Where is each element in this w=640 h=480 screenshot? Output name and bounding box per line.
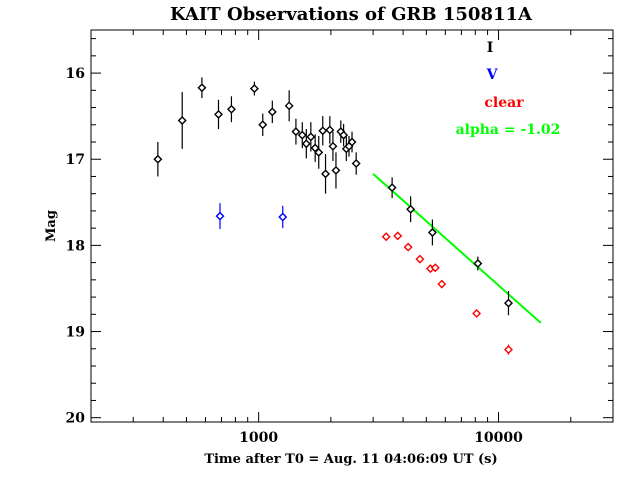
- diamond-marker: [347, 137, 357, 147]
- i-point: [473, 256, 483, 271]
- clear-point: [403, 242, 413, 252]
- i-point: [177, 92, 187, 149]
- plot-frame: [90, 29, 614, 423]
- i-point: [226, 96, 236, 123]
- diamond-marker: [258, 120, 268, 130]
- diamond-marker: [153, 154, 163, 164]
- diamond-marker: [437, 279, 447, 289]
- i-point: [325, 116, 335, 144]
- y-tick-label: 20: [66, 411, 86, 427]
- diamond-marker: [427, 227, 437, 237]
- diamond-marker: [267, 107, 277, 117]
- x-tick-label: 10000: [474, 430, 523, 446]
- diamond-marker: [415, 254, 425, 264]
- diamond-marker: [406, 204, 416, 214]
- i-point: [347, 131, 357, 153]
- diamond-marker: [226, 104, 236, 114]
- i-point: [249, 81, 259, 96]
- diamond-marker: [503, 345, 513, 355]
- diamond-marker: [393, 231, 403, 241]
- y-axis-label: Mag: [44, 210, 59, 242]
- i-point: [427, 219, 437, 246]
- diamond-marker: [351, 159, 361, 169]
- diamond-marker: [339, 130, 349, 140]
- legend: I V clear alpha = -1.02: [456, 40, 561, 138]
- diamond-marker: [473, 258, 483, 268]
- clear-point: [393, 231, 403, 241]
- i-point: [328, 131, 338, 161]
- diamond-marker: [314, 147, 324, 157]
- legend-item-clear: clear: [484, 95, 524, 111]
- diamond-marker: [291, 127, 301, 137]
- i-point: [197, 77, 207, 99]
- v-point: [215, 203, 225, 230]
- clear-point: [430, 263, 440, 273]
- diamond-marker: [472, 308, 482, 318]
- y-tick-label: 17: [66, 152, 85, 168]
- diamond-marker: [177, 115, 187, 125]
- i-point: [406, 196, 416, 223]
- i-point: [153, 142, 163, 177]
- diamond-marker: [318, 126, 328, 136]
- i-point: [306, 122, 316, 152]
- fit-line: [372, 173, 542, 324]
- diamond-marker: [284, 101, 294, 111]
- clear-point: [381, 232, 391, 242]
- clear-point: [437, 279, 447, 289]
- i-point: [387, 177, 397, 198]
- clear-point: [472, 308, 482, 318]
- diamond-marker: [249, 84, 259, 94]
- i-point: [314, 135, 324, 169]
- diamond-marker: [387, 183, 397, 193]
- y-tick-label: 19: [66, 325, 85, 341]
- diamond-marker: [430, 263, 440, 273]
- diamond-marker: [306, 132, 316, 142]
- v-point: [278, 205, 288, 229]
- i-point: [321, 154, 331, 194]
- diamond-marker: [278, 212, 288, 222]
- diamond-marker: [328, 141, 338, 151]
- i-point: [214, 99, 223, 130]
- i-point: [258, 113, 268, 136]
- i-point: [267, 100, 277, 124]
- diamond-marker: [297, 130, 307, 140]
- diamond-marker: [325, 125, 335, 135]
- legend-item-alpha: alpha = -1.02: [456, 122, 561, 138]
- i-point: [339, 123, 349, 147]
- clear-point: [415, 254, 425, 264]
- diamond-marker: [321, 169, 331, 179]
- chart-title: KAIT Observations of GRB 150811A: [170, 4, 533, 25]
- i-point: [503, 291, 513, 316]
- diamond-marker: [503, 298, 513, 308]
- diamond-marker: [301, 139, 311, 149]
- i-point: [318, 116, 328, 146]
- i-point: [351, 152, 361, 175]
- clear-point: [503, 344, 513, 355]
- diamond-marker: [215, 211, 225, 221]
- i-point: [291, 118, 301, 145]
- diamond-marker: [214, 109, 223, 119]
- legend-item-i: I: [487, 40, 494, 56]
- i-point: [284, 90, 294, 122]
- diamond-marker: [381, 232, 391, 242]
- i-point: [301, 129, 311, 159]
- legend-item-v: V: [486, 67, 499, 83]
- x-axis-label: Time after T0 = Aug. 11 04:06:09 UT (s): [204, 452, 497, 467]
- x-tick-label: 1000: [239, 430, 278, 446]
- diamond-marker: [403, 242, 413, 252]
- i-point: [331, 152, 341, 189]
- y-tick-label: 16: [66, 66, 85, 82]
- diamond-marker: [331, 165, 341, 175]
- y-tick-label: 18: [66, 238, 85, 254]
- diamond-marker: [197, 83, 207, 93]
